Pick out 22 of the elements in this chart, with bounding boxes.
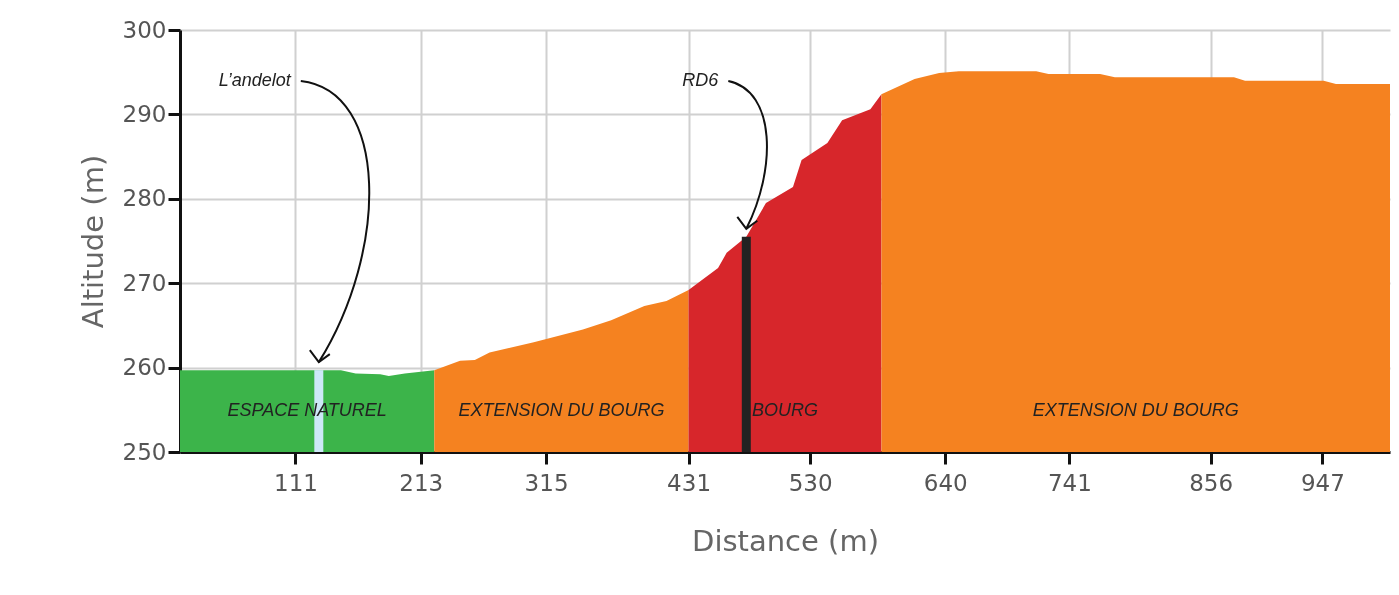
y-tick-label: 270 bbox=[122, 269, 167, 296]
y-tick-label: 260 bbox=[122, 354, 167, 381]
x-tick-label: 856 bbox=[1189, 469, 1234, 496]
series-label: BOURG bbox=[751, 400, 819, 420]
y-tick-label: 280 bbox=[122, 185, 167, 212]
ref-line-label: RD6 bbox=[682, 70, 720, 90]
x-tick-label: 947 bbox=[1300, 469, 1345, 496]
x-tick-label: 213 bbox=[399, 469, 444, 496]
x-tick-label: 315 bbox=[524, 469, 569, 496]
y-tick-label: 290 bbox=[122, 100, 167, 127]
x-axis-title: Distance (m) bbox=[692, 523, 879, 558]
x-tick-label: 431 bbox=[667, 469, 712, 496]
y-axis-title: Altitude (m) bbox=[75, 154, 110, 329]
series-label: EXTENSION DU BOURG bbox=[1032, 400, 1239, 420]
x-tick-label: 530 bbox=[788, 469, 833, 496]
y-tick-label: 300 bbox=[122, 16, 167, 43]
series-label: EXTENSION DU BOURG bbox=[458, 400, 665, 420]
x-tick-label: 741 bbox=[1047, 469, 1092, 496]
x-tick-label: 640 bbox=[923, 469, 968, 496]
y-tick-label: 250 bbox=[122, 438, 167, 465]
ref-line-label: L’andelot bbox=[218, 70, 292, 90]
x-tick-label: 111 bbox=[274, 469, 318, 496]
